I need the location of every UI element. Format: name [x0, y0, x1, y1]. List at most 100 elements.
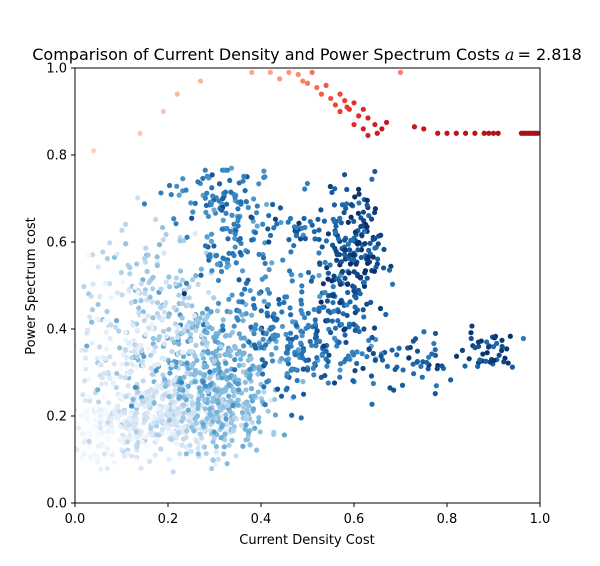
scatter-point-series-1	[259, 371, 266, 377]
scatter-point-series-1	[78, 413, 84, 419]
scatter-point-series-1	[108, 322, 114, 328]
scatter-point-series-1	[227, 309, 233, 315]
scatter-point-series-1	[299, 283, 305, 289]
scatter-point-series-1	[144, 395, 150, 401]
scatter-point-series-1	[208, 309, 214, 315]
scatter-point-series-1	[192, 379, 198, 385]
x-tick-label: 0.6	[344, 512, 365, 527]
scatter-point-series-1	[89, 340, 95, 346]
scatter-point-series-1	[345, 281, 351, 287]
scatter-point-series-1	[202, 195, 208, 201]
scatter-point-series-1	[102, 413, 108, 419]
scatter-point-series-1	[148, 425, 154, 431]
scatter-point-series-1	[170, 429, 177, 436]
scatter-point-series-1	[342, 237, 348, 243]
scatter-point-series-1	[200, 337, 207, 343]
scatter-point-series-1	[181, 327, 187, 333]
scatter-point-series-1	[115, 403, 121, 409]
scatter-point-series-1	[383, 311, 389, 318]
scatter-point-series-1	[95, 387, 101, 393]
scatter-point-series-1	[491, 357, 497, 364]
scatter-point-series-1	[140, 398, 146, 404]
scatter-point-series-1	[362, 241, 368, 247]
scatter-point-series-1	[202, 243, 209, 249]
scatter-point-series-1	[189, 277, 196, 283]
scatter-point-series-1	[371, 268, 378, 274]
scatter-point-series-1	[371, 209, 378, 216]
scatter-point-series-1	[105, 428, 112, 434]
scatter-point-series-1	[195, 400, 201, 406]
scatter-point-series-1	[213, 253, 219, 259]
scatter-point-series-1	[152, 389, 158, 396]
scatter-point-series-1	[247, 287, 253, 294]
scatter-point-series-1	[140, 378, 146, 384]
scatter-point-series-1	[235, 223, 241, 229]
scatter-point-series-1	[213, 449, 219, 455]
scatter-point-series-1	[338, 220, 344, 226]
scatter-point-series-1	[288, 312, 294, 318]
scatter-point-series-1	[243, 422, 249, 428]
scatter-point-series-1	[371, 325, 378, 331]
scatter-point-series-1	[97, 420, 103, 426]
scatter-point-series-1	[253, 322, 259, 328]
scatter-point-series-1	[353, 261, 359, 267]
scatter-point-series-1	[82, 378, 88, 384]
scatter-point-series-1	[200, 379, 206, 385]
scatter-point-series-1	[207, 382, 214, 388]
scatter-point-series-1	[171, 403, 177, 409]
scatter-point-series-1	[378, 353, 384, 359]
scatter-point-series-1	[155, 383, 161, 390]
scatter-point-series-1	[134, 434, 140, 440]
scatter-point-series-1	[112, 375, 119, 381]
scatter-point-series-1	[214, 308, 221, 314]
scatter-point-series-1	[207, 252, 213, 258]
scatter-point-series-1	[220, 323, 226, 329]
scatter-point-series-1	[365, 260, 371, 266]
scatter-point-series-1	[209, 398, 216, 405]
scatter-point-series-1	[162, 383, 169, 389]
scatter-point-series-1	[170, 415, 177, 422]
scatter-point-series-1	[198, 272, 204, 278]
scatter-point-series-1	[347, 261, 354, 267]
scatter-point-series-1	[227, 228, 234, 235]
scatter-point-series-1	[111, 459, 118, 466]
scatter-point-series-1	[496, 352, 502, 358]
scatter-point-series-1	[149, 299, 155, 305]
scatter-point-series-1	[142, 259, 149, 265]
scatter-point-series-2	[332, 102, 338, 108]
scatter-point-series-1	[95, 443, 101, 449]
scatter-point-series-1	[347, 356, 353, 362]
scatter-point-series-1	[197, 370, 203, 376]
scatter-point-series-1	[317, 293, 323, 300]
scatter-point-series-1	[75, 406, 78, 412]
scatter-point-series-1	[396, 345, 402, 351]
scatter-point-series-1	[153, 216, 159, 223]
scatter-point-series-1	[292, 352, 298, 358]
scatter-point-series-1	[156, 242, 163, 248]
chart-title-value: = 2.818	[517, 45, 581, 64]
scatter-point-series-1	[280, 257, 286, 263]
scatter-point-series-1	[124, 361, 130, 367]
scatter-point-series-1	[172, 387, 179, 393]
scatter-point-series-1	[94, 355, 100, 361]
scatter-point-series-1	[350, 252, 356, 258]
scatter-point-series-1	[106, 281, 113, 287]
scatter-point-series-1	[258, 326, 264, 332]
scatter-point-series-1	[243, 416, 249, 422]
scatter-point-series-1	[244, 407, 250, 413]
scatter-point-series-1	[312, 321, 319, 327]
scatter-point-series-1	[289, 319, 296, 325]
scatter-point-series-1	[343, 356, 349, 362]
scatter-point-series-2	[328, 95, 334, 102]
scatter-point-series-1	[289, 366, 295, 372]
scatter-point-series-1	[361, 326, 367, 332]
scatter-point-series-1	[287, 340, 294, 346]
scatter-point-series-1	[235, 206, 241, 212]
scatter-point-series-1	[141, 317, 147, 323]
scatter-point-series-2	[472, 130, 478, 136]
scatter-point-series-1	[239, 312, 245, 318]
scatter-point-series-1	[255, 389, 261, 395]
scatter-point-series-1	[373, 264, 379, 270]
scatter-point-series-1	[246, 339, 252, 345]
scatter-point-series-1	[291, 394, 297, 400]
